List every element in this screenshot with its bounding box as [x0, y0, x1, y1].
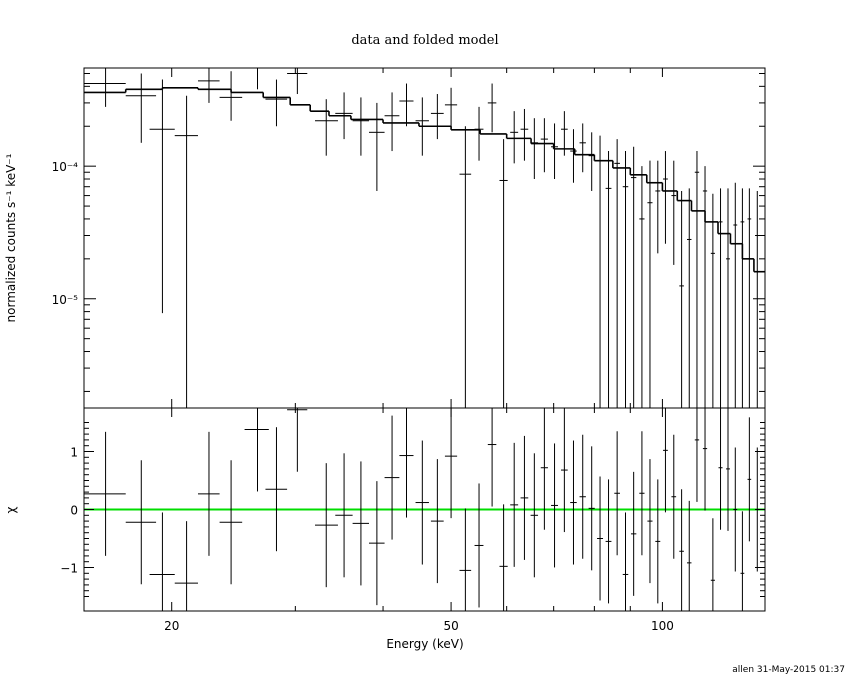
x-tick-label: 20	[164, 619, 179, 633]
residual-points	[84, 408, 760, 611]
chart-title: data and folded model	[351, 33, 498, 48]
y-tick-label: 1	[70, 446, 78, 460]
x-axis-label: Energy (keV)	[386, 637, 463, 651]
top-panel: 10⁻⁵ 10⁻⁴	[52, 67, 766, 409]
y-tick-label: −1	[60, 562, 78, 576]
data-points	[84, 67, 760, 408]
x-tick-label: 50	[443, 619, 458, 633]
bottom-axes: 20 50 100 −1 0 1	[60, 408, 765, 633]
y-tick-label: 0	[70, 504, 78, 518]
footer-timestamp: allen 31-May-2015 01:37	[732, 665, 845, 675]
top-axes: 10⁻⁵ 10⁻⁴	[52, 68, 765, 408]
y-tick-label: 10⁻⁵	[52, 293, 79, 307]
bottom-panel-frame	[83, 407, 766, 612]
y-tick-label: 10⁻⁴	[52, 160, 79, 174]
top-y-axis-label: normalized counts s⁻¹ keV⁻¹	[4, 153, 18, 322]
bottom-panel: 20 50 100 −1 0 1	[60, 407, 766, 633]
x-tick-label: 100	[651, 619, 674, 633]
bottom-y-axis-label: χ	[4, 506, 18, 513]
